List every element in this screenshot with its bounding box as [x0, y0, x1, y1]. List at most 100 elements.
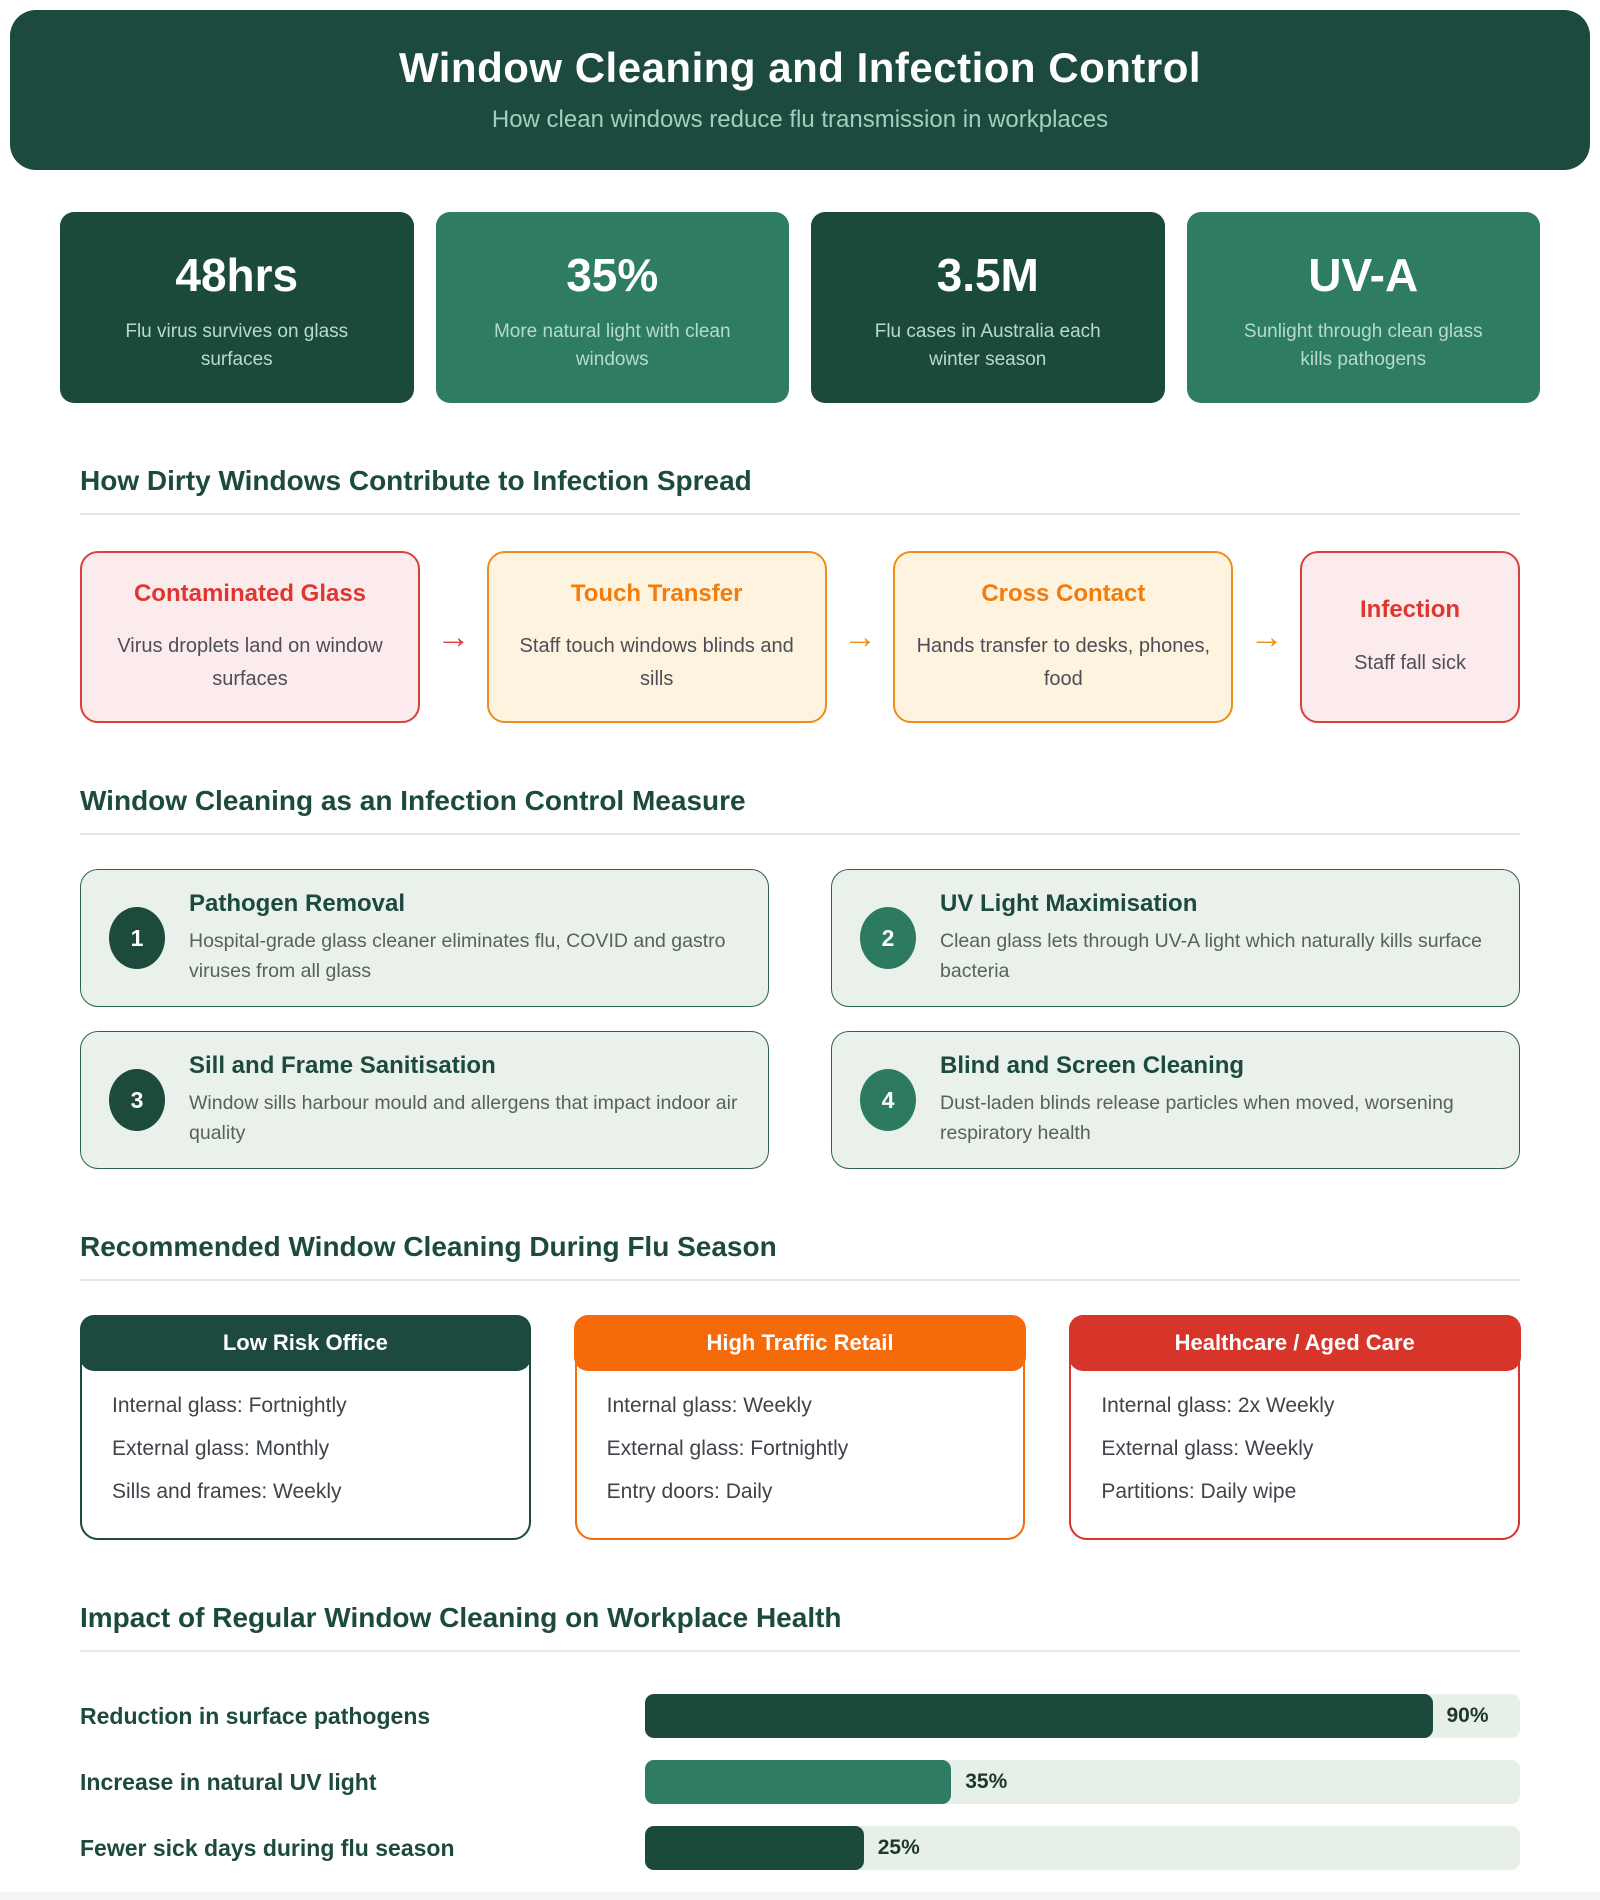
measure-body: Clean glass lets through UV-A light whic…	[940, 930, 1482, 982]
page-subtitle: How clean windows reduce flu transmissio…	[491, 106, 1109, 133]
flow-step-title: Infection	[1360, 596, 1461, 624]
flow-arrow-icon: →	[1249, 617, 1284, 656]
measure-body: Hospital-grade glass cleaner eliminates …	[189, 930, 726, 982]
bar-value: 25%	[877, 1836, 920, 1860]
bar-row-pathogens: Reduction in surface pathogens 90%	[80, 1694, 1520, 1739]
schedule-line: External glass: Weekly	[1101, 1437, 1314, 1461]
schedule-line: Partitions: Daily wipe	[1101, 1480, 1297, 1504]
schedule-card-title: High Traffic Retail	[574, 1314, 1026, 1371]
header-banner: Window Cleaning and Infection Control Ho…	[10, 10, 1590, 170]
stat-card-uva: UV-A Sunlight through clean glass kills …	[1186, 212, 1540, 404]
flow-step-contaminated-glass: Contaminated Glass Virus droplets land o…	[80, 551, 420, 724]
divider	[80, 1650, 1520, 1653]
bar-fill	[645, 1694, 1433, 1739]
flow-step-body: Staff fall sick	[1354, 651, 1466, 674]
bar-track: 25%	[645, 1826, 1520, 1871]
schedule-line: Internal glass: Weekly	[606, 1394, 812, 1418]
stat-value: 35%	[566, 249, 659, 301]
measure-text: UV Light Maximisation Clean glass lets t…	[940, 890, 1491, 986]
stat-label: Flu virus survives on glass surfaces	[125, 321, 349, 370]
stat-label: More natural light with clean windows	[493, 321, 731, 370]
flow-step-body: Virus droplets land on window surfaces	[117, 635, 383, 691]
divider	[80, 1279, 1520, 1282]
flow-step-cross-contact: Cross Contact Hands transfer to desks, p…	[893, 551, 1234, 724]
flow-step-touch-transfer: Touch Transfer Staff touch windows blind…	[486, 551, 827, 724]
divider	[80, 833, 1520, 836]
measures-section: Window Cleaning as an Infection Control …	[80, 723, 1520, 1170]
bar-track: 35%	[645, 1760, 1520, 1805]
schedule-line: External glass: Monthly	[112, 1437, 330, 1461]
measure-title: Sill and Frame Sanitisation	[189, 1052, 496, 1080]
schedule-line: Entry doors: Daily	[606, 1480, 773, 1504]
divider	[80, 513, 1520, 516]
schedule-line: External glass: Fortnightly	[606, 1437, 849, 1461]
measure-card-pathogen-removal: 1 Pathogen Removal Hospital-grade glass …	[80, 869, 769, 1008]
stat-value: 48hrs	[175, 249, 299, 301]
spread-section: How Dirty Windows Contribute to Infectio…	[80, 403, 1521, 724]
bar-label: Increase in natural UV light	[80, 1768, 377, 1795]
measures-heading: Window Cleaning as an Infection Control …	[80, 785, 746, 817]
bar-row-sick-days: Fewer sick days during flu season 25%	[80, 1826, 1520, 1871]
page-title: Window Cleaning and Infection Control	[398, 44, 1202, 91]
schedule-card-low-risk-office: Low Risk Office Internal glass: Fortnigh…	[79, 1314, 532, 1541]
schedule-card-healthcare-aged-care: Healthcare / Aged Care Internal glass: 2…	[1068, 1314, 1521, 1541]
number-badge: 3	[109, 1069, 165, 1132]
measure-body: Dust-laden blinds release particles when…	[940, 1092, 1454, 1144]
schedule-card-high-traffic-retail: High Traffic Retail Internal glass: Week…	[574, 1314, 1026, 1541]
bar-fill	[645, 1760, 952, 1805]
schedule-card-body: Internal glass: Fortnightly External gla…	[82, 1368, 529, 1538]
schedule-line: Internal glass: 2x Weekly	[1101, 1394, 1335, 1418]
bar-label: Fewer sick days during flu season	[80, 1834, 455, 1861]
measures-grid: 1 Pathogen Removal Hospital-grade glass …	[80, 869, 1520, 1170]
measure-title: Pathogen Removal	[189, 890, 406, 918]
bar-fill	[645, 1826, 864, 1871]
bar-track: 90%	[645, 1694, 1520, 1739]
stat-label: Flu cases in Australia each winter seaso…	[874, 321, 1101, 370]
schedule-line: Internal glass: Fortnightly	[112, 1394, 347, 1418]
footer: Source: Australian infection control res…	[0, 1892, 1600, 1900]
flow-step-title: Contaminated Glass	[133, 579, 367, 607]
spread-flow: Contaminated Glass Virus droplets land o…	[80, 551, 1521, 724]
number-badge: 1	[109, 907, 165, 970]
stat-card-flu-survival: 48hrs Flu virus survives on glass surfac…	[60, 212, 414, 404]
stat-card-natural-light: 35% More natural light with clean window…	[435, 212, 789, 404]
stat-card-flu-cases: 3.5M Flu cases in Australia each winter …	[811, 212, 1165, 404]
schedule-card-row: Low Risk Office Internal glass: Fortnigh…	[79, 1314, 1521, 1541]
measure-title: Blind and Screen Cleaning	[940, 1052, 1245, 1080]
flow-step-title: Touch Transfer	[570, 579, 743, 607]
measure-text: Pathogen Removal Hospital-grade glass cl…	[189, 890, 740, 986]
measure-body: Window sills harbour mould and allergens…	[189, 1092, 738, 1144]
schedule-card-title: Healthcare / Aged Care	[1068, 1314, 1521, 1371]
stat-value: 3.5M	[936, 249, 1039, 301]
schedule-section: Recommended Window Cleaning During Flu S…	[79, 1169, 1521, 1541]
number-badge: 2	[860, 907, 916, 970]
flow-step-title: Cross Contact	[981, 579, 1146, 607]
flow-step-body: Staff touch windows blinds and sills	[519, 635, 794, 691]
measure-title: UV Light Maximisation	[940, 890, 1198, 918]
impact-section: Impact of Regular Window Cleaning on Wor…	[80, 1540, 1520, 1892]
flow-step-infection: Infection Staff fall sick	[1300, 551, 1521, 724]
flow-step-body: Hands transfer to desks, phones, food	[916, 635, 1211, 691]
stat-value: UV-A	[1308, 249, 1419, 301]
schedule-line: Sills and frames: Weekly	[112, 1480, 342, 1504]
measure-text: Sill and Frame Sanitisation Window sills…	[189, 1052, 740, 1148]
schedule-card-body: Internal glass: 2x Weekly External glass…	[1071, 1368, 1518, 1538]
stat-label: Sunlight through clean glass kills patho…	[1243, 321, 1483, 370]
flow-arrow-icon: →	[436, 617, 471, 656]
measure-card-sill-sanitisation: 3 Sill and Frame Sanitisation Window sil…	[80, 1031, 769, 1170]
bar-row-uv-light: Increase in natural UV light 35%	[80, 1760, 1520, 1805]
measure-card-uv-maximisation: 2 UV Light Maximisation Clean glass lets…	[831, 869, 1520, 1008]
schedule-card-body: Internal glass: Weekly External glass: F…	[577, 1368, 1024, 1538]
bar-label: Reduction in surface pathogens	[80, 1702, 431, 1729]
impact-heading: Impact of Regular Window Cleaning on Wor…	[80, 1602, 842, 1634]
bar-value: 90%	[1446, 1704, 1489, 1728]
measure-text: Blind and Screen Cleaning Dust-laden bli…	[940, 1052, 1491, 1148]
bar-value: 35%	[965, 1770, 1008, 1794]
number-badge: 4	[860, 1069, 916, 1132]
schedule-heading: Recommended Window Cleaning During Flu S…	[80, 1231, 777, 1263]
flow-arrow-icon: →	[843, 617, 877, 656]
measure-card-blind-cleaning: 4 Blind and Screen Cleaning Dust-laden b…	[831, 1031, 1520, 1170]
impact-bar-chart: Reduction in surface pathogens 90% Incre…	[80, 1694, 1520, 1871]
spread-heading: How Dirty Windows Contribute to Infectio…	[80, 465, 752, 497]
